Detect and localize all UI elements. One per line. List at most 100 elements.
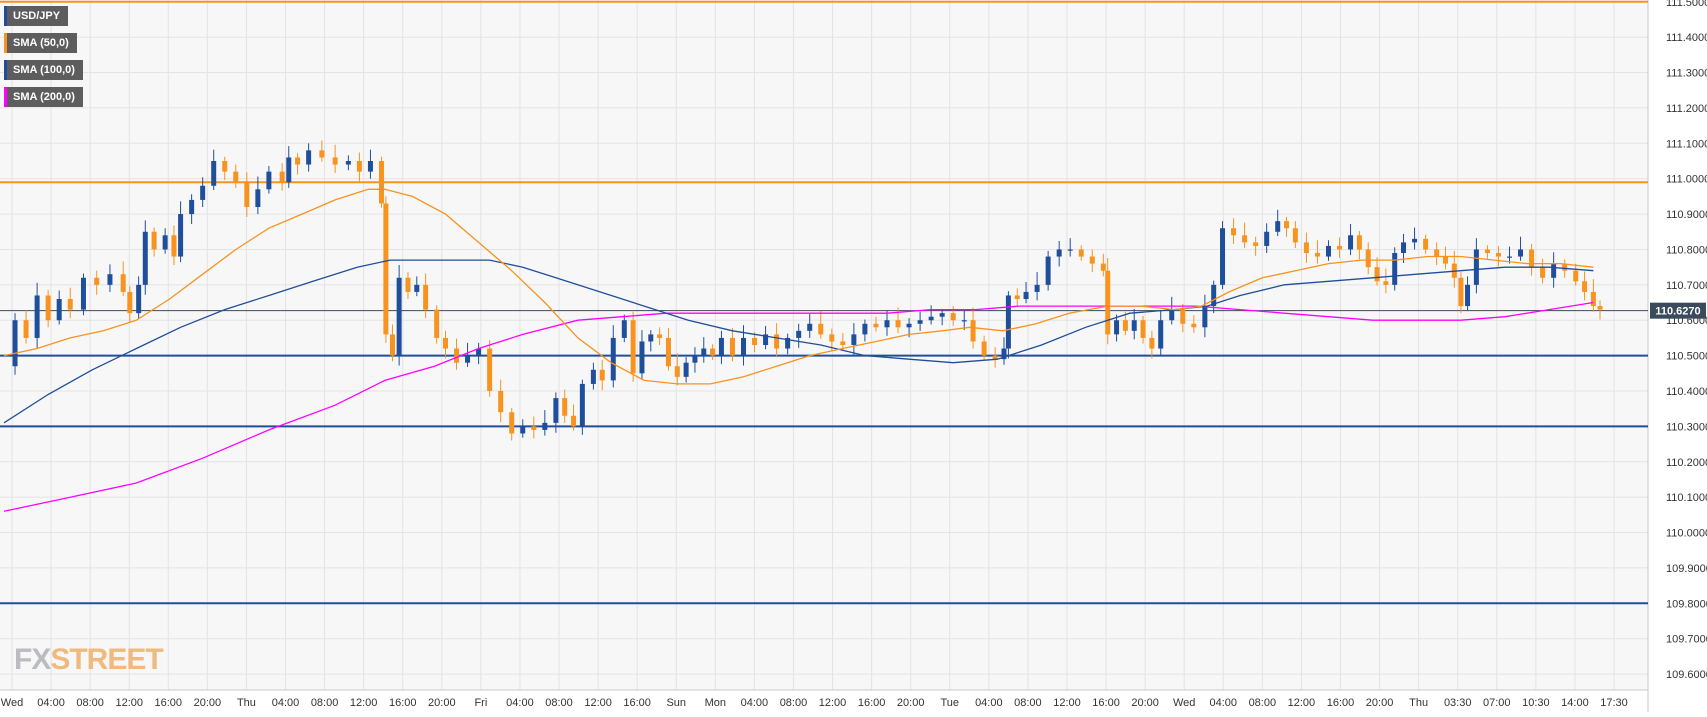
- candle-body: [683, 362, 689, 377]
- x-tick-label: 04:00: [272, 697, 300, 709]
- candle-body: [917, 320, 923, 324]
- legend-item-usdjpy[interactable]: USD/JPY: [4, 6, 69, 26]
- candle-body: [178, 214, 184, 257]
- x-tick-label: 16:00: [1092, 697, 1120, 709]
- x-tick-label: 04:00: [37, 697, 65, 709]
- candle-body: [120, 274, 126, 292]
- sma200-line: [3, 301, 1594, 512]
- x-tick-label: 08:00: [545, 697, 573, 709]
- candle-body: [520, 426, 526, 434]
- x-tick-label: Mon: [705, 697, 726, 709]
- legend-item-sma100[interactable]: SMA (100,0): [4, 60, 83, 80]
- candle-body: [1014, 295, 1020, 299]
- candle-body: [1034, 284, 1040, 292]
- candle-body: [807, 323, 813, 331]
- candle-body: [1562, 263, 1568, 271]
- candle-body: [1005, 295, 1011, 349]
- x-tick-label: 08:00: [1249, 697, 1277, 709]
- x-tick-label: Fri: [474, 697, 487, 709]
- candle-body: [1573, 270, 1579, 282]
- candle-body: [741, 337, 747, 356]
- x-tick-label: 20:00: [897, 697, 925, 709]
- y-tick-label: 110.1000: [1666, 492, 1707, 504]
- candle-body: [674, 366, 680, 377]
- candle-body: [1056, 249, 1062, 257]
- x-tick-label: 04:00: [975, 697, 1003, 709]
- candle-body: [1518, 249, 1524, 257]
- x-tick-label: 12:00: [584, 697, 612, 709]
- candle-body: [562, 398, 568, 416]
- candle-body: [442, 337, 448, 349]
- candle-body: [657, 334, 663, 338]
- candle-body: [107, 274, 113, 285]
- candle-body: [255, 189, 261, 207]
- candle-body: [1284, 221, 1290, 229]
- candle-body: [390, 334, 396, 356]
- candle-body: [1473, 249, 1479, 285]
- candle-body: [648, 334, 654, 342]
- x-tick-label: 20:00: [1131, 697, 1159, 709]
- y-tick-label: 110.9000: [1666, 209, 1707, 221]
- candle-body: [1458, 277, 1464, 307]
- candle-body: [829, 334, 835, 342]
- y-tick-label: 109.8000: [1666, 598, 1707, 610]
- candle-body: [189, 199, 195, 215]
- candle-body: [356, 161, 362, 172]
- candle-body: [1231, 228, 1237, 236]
- plot-background: [0, 0, 1648, 690]
- candle-body: [1590, 291, 1596, 307]
- y-tick-label: 109.7000: [1666, 634, 1707, 646]
- candle-body: [295, 157, 301, 165]
- candle-body: [1465, 284, 1471, 307]
- y-tick-label: 110.5000: [1666, 351, 1707, 363]
- x-tick-label: 12:00: [1053, 697, 1081, 709]
- candle-body: [665, 337, 671, 367]
- candle-body: [571, 415, 577, 427]
- y-tick-label: 110.7000: [1666, 280, 1707, 292]
- x-tick-label: Sun: [666, 697, 686, 709]
- y-tick-label: 111.1000: [1666, 138, 1707, 150]
- candle-body: [12, 320, 18, 367]
- candle-body: [1506, 256, 1512, 258]
- candle-body: [1374, 267, 1380, 282]
- candle-body: [1423, 238, 1429, 250]
- candle-body: [244, 182, 250, 207]
- candle-body: [1023, 291, 1029, 299]
- candle-body: [579, 383, 585, 427]
- candle-body: [1551, 263, 1557, 278]
- candle-body: [906, 323, 912, 328]
- candle-body: [981, 341, 987, 356]
- legend-item-sma200[interactable]: SMA (200,0): [4, 87, 83, 107]
- candle-body: [1540, 267, 1546, 278]
- candle-body: [1264, 231, 1270, 246]
- y-tick-label: 110.0000: [1666, 528, 1707, 540]
- x-tick-label: 04:00: [1210, 697, 1238, 709]
- candle-body: [1122, 320, 1128, 331]
- x-tick-label: 17:30: [1600, 697, 1628, 709]
- candle-body: [266, 171, 272, 190]
- watermark-street: STREET: [50, 643, 163, 676]
- candle-body: [286, 157, 292, 183]
- candle-body: [171, 235, 177, 257]
- x-tick-label: Thu: [237, 697, 256, 709]
- candle-body: [553, 398, 559, 423]
- candle-body: [763, 334, 769, 345]
- x-tick-label: Wed: [1, 697, 23, 709]
- candle-body: [200, 185, 206, 200]
- candle-body: [542, 422, 548, 430]
- candle-body: [1597, 306, 1603, 310]
- candle-body: [1292, 228, 1298, 243]
- candle-body: [367, 161, 373, 172]
- candle-body: [1131, 320, 1137, 331]
- y-tick-label: 111.4000: [1666, 32, 1707, 44]
- legend-item-sma50[interactable]: SMA (50,0): [4, 33, 77, 53]
- candle-body: [162, 235, 168, 250]
- legend-label-sma50: SMA (50,0): [13, 37, 69, 49]
- x-tick-label: 16:00: [155, 697, 183, 709]
- candle-body: [414, 284, 420, 292]
- legend: USD/JPY SMA (50,0) SMA (100,0) SMA (200,…: [4, 6, 83, 107]
- candle-body: [961, 320, 967, 322]
- candle-body: [1314, 253, 1320, 257]
